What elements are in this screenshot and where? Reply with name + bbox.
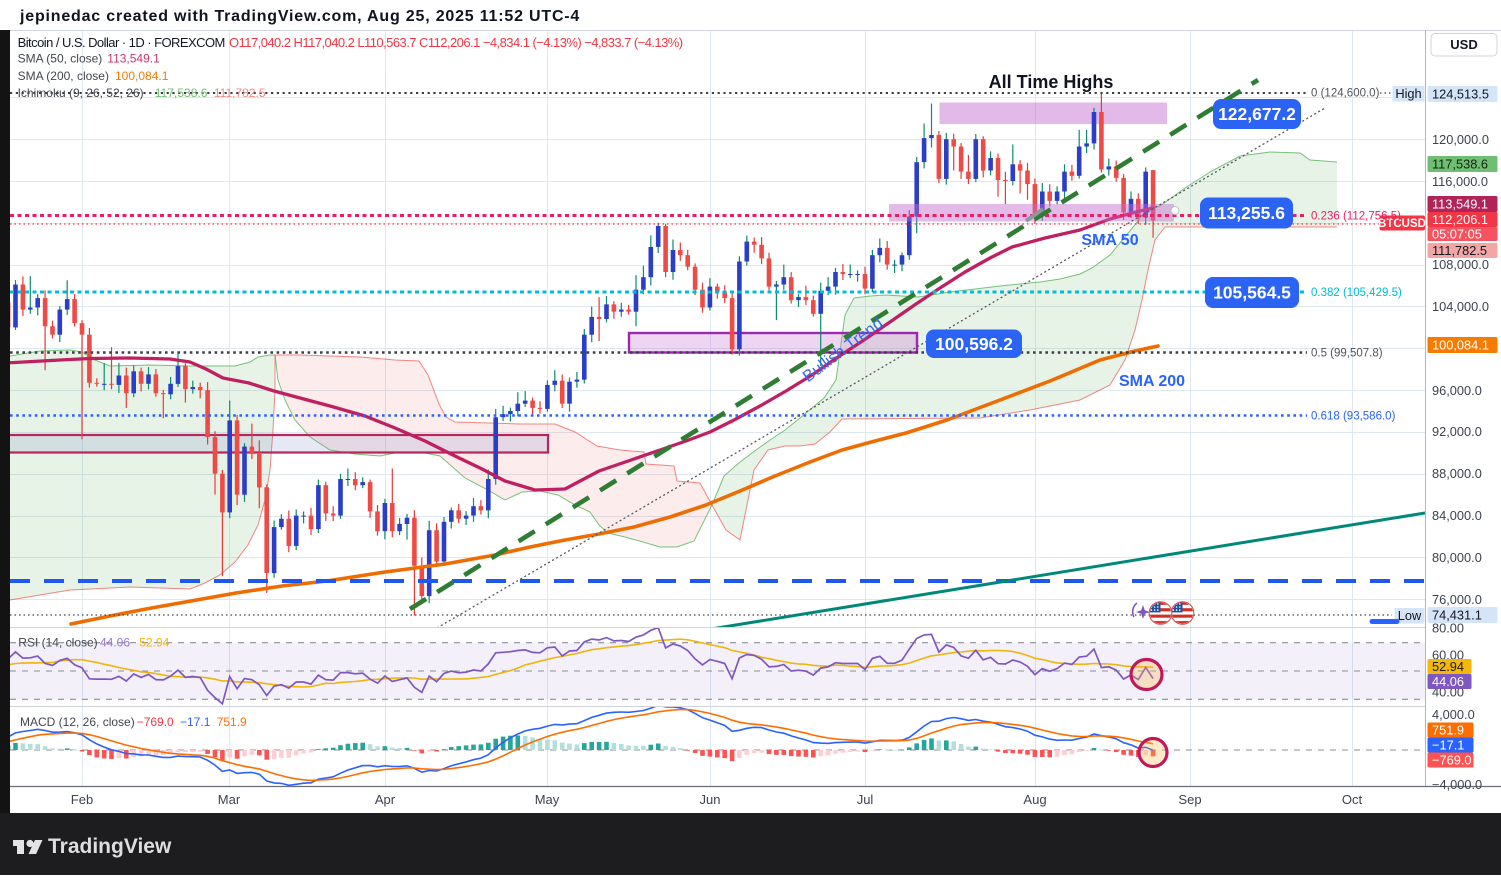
svg-text:100,596.2: 100,596.2: [935, 334, 1013, 354]
svg-text:0 (124,600.0): 0 (124,600.0): [1311, 88, 1380, 100]
svg-text:Oct: Oct: [1342, 792, 1363, 807]
svg-text:Jun: Jun: [700, 792, 721, 807]
svg-text:117,538.6: 117,538.6: [1432, 157, 1488, 172]
svg-text:−769.0: −769.0: [1432, 753, 1472, 768]
svg-text:113,549.1: 113,549.1: [1432, 197, 1488, 212]
svg-text:104,000.0: 104,000.0: [1432, 299, 1489, 314]
svg-text:BTCUSD: BTCUSD: [1378, 218, 1426, 230]
svg-text:May: May: [535, 792, 560, 807]
svg-text:Low: Low: [1398, 608, 1422, 623]
svg-text:76,000.0: 76,000.0: [1432, 592, 1482, 607]
svg-text:MACD (12, 26, close)−769.0−17.: MACD (12, 26, close) −769.0 −17.1 751.9: [20, 715, 247, 729]
svg-text:jepinedac created with Trading: jepinedac created with TradingView.com, …: [19, 8, 580, 25]
svg-text:116,000.0: 116,000.0: [1432, 174, 1488, 189]
svg-text:84,000.0: 84,000.0: [1432, 508, 1482, 523]
svg-text:SMA 50: SMA 50: [1081, 232, 1138, 249]
svg-text:0.5 (99,507.8): 0.5 (99,507.8): [1311, 348, 1383, 360]
svg-text:0.382 (105,429.5): 0.382 (105,429.5): [1311, 287, 1402, 299]
svg-text:Jul: Jul: [857, 792, 874, 807]
svg-text:120,000.0: 120,000.0: [1432, 132, 1489, 147]
svg-text:60.00: 60.00: [1432, 648, 1464, 663]
svg-text:High: High: [1395, 86, 1421, 101]
svg-text:88,000.0: 88,000.0: [1432, 466, 1482, 481]
svg-text:111,782.5: 111,782.5: [1432, 243, 1487, 258]
svg-text:05:07:05: 05:07:05: [1432, 227, 1482, 242]
svg-text:−17.1: −17.1: [1432, 738, 1464, 753]
svg-text:80,000.0: 80,000.0: [1432, 550, 1482, 565]
svg-text:52.94: 52.94: [1432, 659, 1464, 674]
svg-text:Ichimoku (9, 26, 52, 26)117,53: Ichimoku (9, 26, 52, 26) 117,538.6 111,782…: [18, 86, 266, 100]
svg-text:92,000.0: 92,000.0: [1432, 424, 1482, 439]
svg-text:0.236 (112,756.5): 0.236 (112,756.5): [1311, 211, 1401, 223]
svg-text:44.06: 44.06: [1432, 674, 1464, 689]
svg-text:751.9: 751.9: [1432, 723, 1464, 738]
svg-text:124,513.5: 124,513.5: [1432, 87, 1489, 102]
svg-text:80.00: 80.00: [1432, 621, 1464, 636]
svg-text:4,000.0: 4,000.0: [1432, 707, 1475, 722]
svg-text:105,564.5: 105,564.5: [1213, 283, 1291, 303]
svg-text:Mar: Mar: [218, 792, 241, 807]
svg-text:122,677.2: 122,677.2: [1218, 104, 1296, 124]
svg-text:SMA (50, close)113,549.1: SMA (50, close) 113,549.1: [18, 52, 161, 66]
svg-text:100,084.1: 100,084.1: [1432, 338, 1489, 353]
svg-text:Aug: Aug: [1023, 792, 1046, 807]
svg-text:74,431.1: 74,431.1: [1432, 608, 1482, 623]
svg-text:112,206.1: 112,206.1: [1432, 212, 1488, 227]
svg-text:0.618 (93,586.0): 0.618 (93,586.0): [1311, 411, 1396, 423]
svg-text:96,000.0: 96,000.0: [1432, 383, 1482, 398]
svg-text:113,255.6: 113,255.6: [1208, 203, 1285, 223]
svg-text:SMA (200, close)100,084.1: SMA (200, close) 100,084.1: [18, 69, 169, 83]
svg-text:Apr: Apr: [375, 792, 396, 807]
svg-text:SMA 200: SMA 200: [1119, 373, 1185, 390]
svg-text:Bitcoin / U.S. Dollar · 1D · F: Bitcoin / U.S. Dollar · 1D · FOREXCOM O11…: [18, 35, 683, 50]
svg-text:Feb: Feb: [71, 792, 93, 807]
svg-text:−4,000.0: −4,000.0: [1432, 777, 1482, 792]
svg-text:USD: USD: [1450, 37, 1477, 52]
svg-text:108,000.0: 108,000.0: [1432, 257, 1489, 272]
svg-text:All Time Highs: All Time Highs: [989, 72, 1114, 92]
svg-text:TradingView: TradingView: [48, 835, 172, 858]
svg-text:Sep: Sep: [1178, 792, 1201, 807]
